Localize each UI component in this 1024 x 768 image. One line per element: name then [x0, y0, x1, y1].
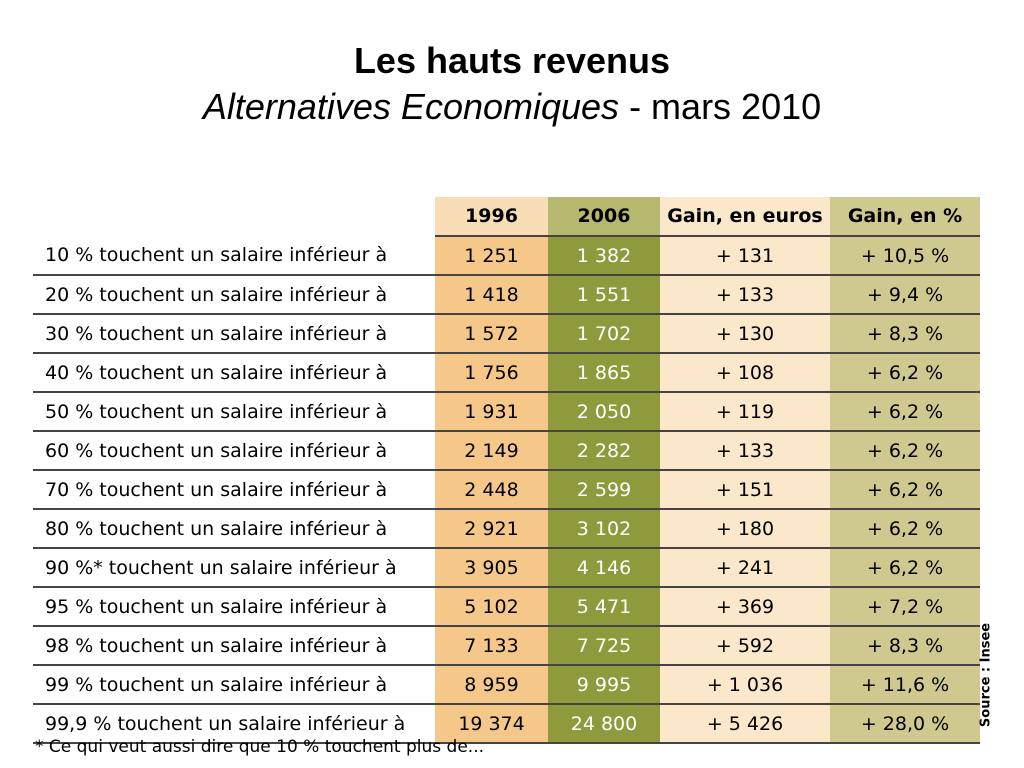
row-label: 60 % touchent un salaire inférieur à	[33, 431, 435, 471]
value-2006: 1 382	[548, 236, 660, 276]
value-2006: 2 050	[548, 392, 660, 432]
value-1996: 7 133	[435, 626, 548, 666]
row-label: 50 % touchent un salaire inférieur à	[33, 392, 435, 432]
value-2006: 5 471	[548, 587, 660, 627]
value-2006: 7 725	[548, 626, 660, 666]
value-2006: 4 146	[548, 548, 660, 588]
value-1996: 1 572	[435, 314, 548, 354]
income-table: 1996 2006 Gain, en euros Gain, en % 10 %…	[33, 197, 980, 744]
gain-percent: + 10,5 %	[830, 236, 980, 276]
value-2006: 24 800	[548, 704, 660, 744]
header-1996: 1996	[435, 197, 548, 237]
row-label: 90 %* touchent un salaire inférieur à	[33, 548, 435, 588]
value-2006: 1 551	[548, 275, 660, 315]
row-label: 20 % touchent un salaire inférieur à	[33, 275, 435, 315]
row-label: 40 % touchent un salaire inférieur à	[33, 353, 435, 393]
value-2006: 2 599	[548, 470, 660, 510]
gain-percent: + 6,2 %	[830, 509, 980, 549]
source-note: Source : Insee	[978, 622, 994, 728]
gain-euros: + 119	[660, 392, 830, 432]
gain-percent: + 6,2 %	[830, 392, 980, 432]
footnote: * Ce qui veut aussi dire que 10 % touche…	[35, 737, 485, 757]
row-label: 99,9 % touchent un salaire inférieur à	[33, 704, 435, 744]
value-1996: 1 756	[435, 353, 548, 393]
gain-euros: + 131	[660, 236, 830, 276]
gain-euros: + 180	[660, 509, 830, 549]
gain-euros: + 592	[660, 626, 830, 666]
value-1996: 1 418	[435, 275, 548, 315]
value-2006: 9 995	[548, 665, 660, 705]
gain-percent: + 11,6 %	[830, 665, 980, 705]
row-label: 99 % touchent un salaire inférieur à	[33, 665, 435, 705]
value-1996: 2 448	[435, 470, 548, 510]
header-gain-percent: Gain, en %	[830, 197, 980, 237]
gain-percent: + 6,2 %	[830, 548, 980, 588]
gain-percent: + 6,2 %	[830, 431, 980, 471]
gain-euros: + 133	[660, 275, 830, 315]
gain-percent: + 6,2 %	[830, 470, 980, 510]
row-label: 10 % touchent un salaire inférieur à	[33, 236, 435, 276]
gain-euros: + 151	[660, 470, 830, 510]
header-gain-euros: Gain, en euros	[660, 197, 830, 237]
value-1996: 2 149	[435, 431, 548, 471]
gain-percent: + 8,3 %	[830, 626, 980, 666]
gain-percent: + 7,2 %	[830, 587, 980, 627]
publication-name: Alternatives Economiques	[202, 86, 620, 127]
header-2006: 2006	[548, 197, 660, 237]
value-1996: 19 374	[435, 704, 548, 744]
slide-subtitle: Alternatives Economiques - mars 2010	[0, 85, 1024, 129]
header-empty	[33, 197, 435, 236]
row-label: 30 % touchent un salaire inférieur à	[33, 314, 435, 354]
value-2006: 3 102	[548, 509, 660, 549]
value-1996: 3 905	[435, 548, 548, 588]
value-1996: 1 931	[435, 392, 548, 432]
table-row: 99,9 % touchent un salaire inférieur à 19…	[33, 704, 980, 744]
gain-euros: + 241	[660, 548, 830, 588]
gain-euros: + 130	[660, 314, 830, 354]
gain-percent: + 6,2 %	[830, 353, 980, 393]
row-label: 98 % touchent un salaire inférieur à	[33, 626, 435, 666]
gain-euros: + 369	[660, 587, 830, 627]
gain-percent: + 9,4 %	[830, 275, 980, 315]
gain-percent: + 8,3 %	[830, 314, 980, 354]
row-label: 80 % touchent un salaire inférieur à	[33, 509, 435, 549]
slide-title: Les hauts revenus	[353, 40, 671, 81]
gain-euros: + 133	[660, 431, 830, 471]
gain-euros: + 5 426	[660, 704, 830, 744]
row-label: 95 % touchent un salaire inférieur à	[33, 587, 435, 627]
gain-percent: + 28,0 %	[830, 704, 980, 744]
gain-euros: + 1 036	[660, 665, 830, 705]
value-1996: 1 251	[435, 236, 548, 276]
value-2006: 1 865	[548, 353, 660, 393]
table-header-row: 1996 2006 Gain, en euros Gain, en %	[33, 197, 980, 237]
row-label: 70 % touchent un salaire inférieur à	[33, 470, 435, 510]
value-2006: 2 282	[548, 431, 660, 471]
value-1996: 8 959	[435, 665, 548, 705]
gain-euros: + 108	[660, 353, 830, 393]
value-1996: 5 102	[435, 587, 548, 627]
value-2006: 1 702	[548, 314, 660, 354]
publication-date: - mars 2010	[619, 86, 822, 127]
value-1996: 2 921	[435, 509, 548, 549]
